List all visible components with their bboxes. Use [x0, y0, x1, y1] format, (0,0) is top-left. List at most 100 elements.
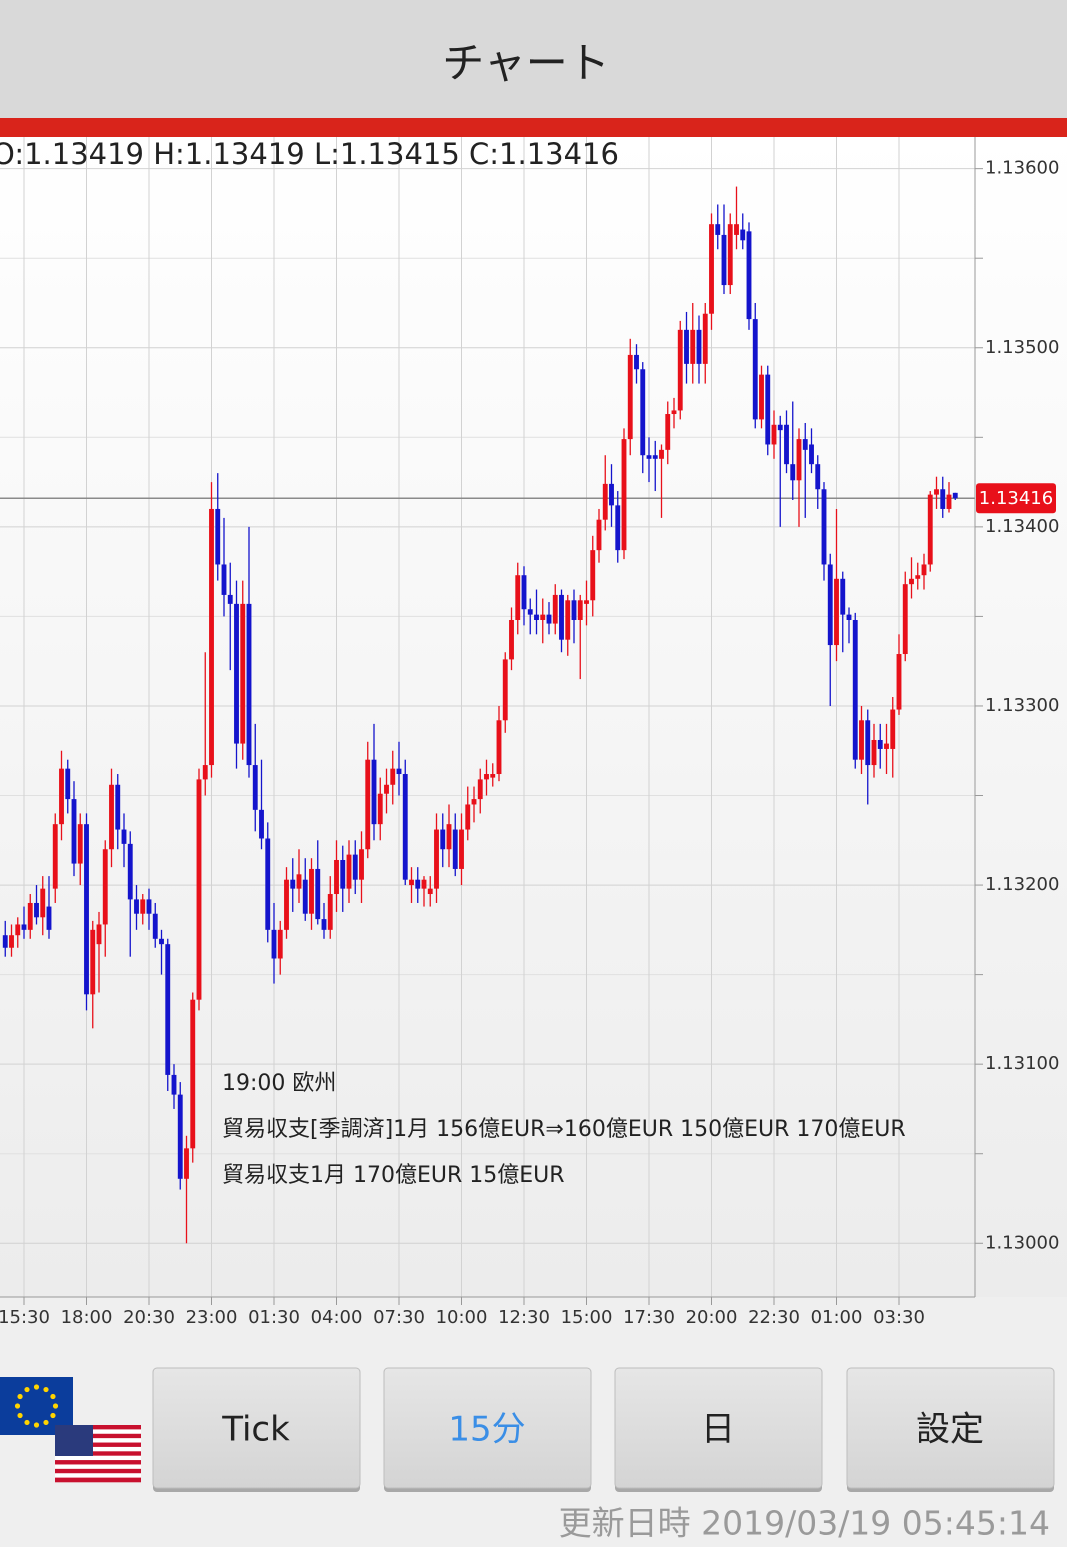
candle-body	[477, 779, 483, 800]
candle-body	[327, 894, 333, 930]
candle-body	[746, 231, 752, 320]
star	[50, 1393, 56, 1400]
y-tick-label: 1.13200	[985, 874, 1059, 895]
annotation-line: 貿易収支[季調済]1月 156億EUR⇒160億EUR 150億EUR 170億…	[222, 1117, 906, 1142]
star	[43, 1386, 49, 1393]
candle-body	[427, 888, 433, 895]
candle-body	[890, 709, 896, 749]
candle-body	[40, 888, 46, 918]
candle-body	[177, 1094, 183, 1179]
candle-body	[496, 720, 502, 775]
candle-body	[484, 774, 489, 780]
candle-body	[284, 879, 289, 930]
candle-body	[840, 578, 846, 615]
y-tick-label: 1.13100	[985, 1053, 1059, 1074]
stripe	[55, 1451, 141, 1456]
candle-body	[415, 879, 421, 889]
candle-body	[452, 829, 458, 869]
candle-body	[927, 494, 933, 565]
candle-body	[871, 739, 877, 766]
candle-body	[671, 410, 677, 415]
candle-body	[627, 354, 633, 440]
candle-body	[384, 784, 389, 794]
candle-body	[877, 739, 883, 749]
candle-body	[252, 765, 258, 810]
header-bar	[0, 0, 1067, 118]
candle-body	[27, 902, 33, 930]
last-price-label: 1.13416	[979, 488, 1053, 509]
candle-body	[240, 603, 246, 744]
candle-body	[602, 483, 608, 520]
candle-body	[140, 899, 146, 914]
candle-body	[184, 1148, 189, 1179]
candle-body	[434, 829, 439, 889]
last-price-box	[976, 483, 1056, 514]
star	[50, 1412, 56, 1419]
x-tick-label: 04:00	[311, 1307, 363, 1328]
timeframe-button[interactable]: 設定	[846, 1367, 1055, 1492]
candle-body	[646, 455, 652, 459]
candle-body	[509, 619, 514, 660]
us-flag	[55, 1425, 141, 1483]
star	[52, 1403, 59, 1409]
stripe	[55, 1464, 141, 1470]
candle-body	[946, 494, 952, 509]
candle-body	[752, 319, 758, 420]
candle-body	[609, 483, 614, 506]
candle-body	[146, 899, 152, 914]
accent-bar	[0, 118, 1067, 137]
x-tick-label: 03:30	[873, 1307, 925, 1328]
candle-body	[202, 765, 208, 780]
candle-body	[802, 439, 808, 450]
candle-body	[102, 849, 108, 925]
stripe	[55, 1429, 141, 1435]
candle-body	[359, 849, 364, 880]
candle-body	[665, 414, 671, 450]
x-tick-label: 10:00	[436, 1307, 488, 1328]
candle-body	[421, 879, 427, 889]
candle-body	[390, 768, 396, 785]
candle-body	[915, 575, 921, 579]
candle-body	[502, 659, 508, 721]
candle-body	[52, 824, 58, 889]
candle-body	[852, 619, 858, 760]
candle-body	[352, 854, 358, 880]
candle-body	[896, 654, 902, 710]
candle-body	[702, 313, 708, 364]
candle-body	[296, 874, 302, 889]
candle-body	[409, 879, 414, 886]
stripe	[55, 1473, 141, 1478]
candle-body	[221, 564, 227, 595]
candle-body	[740, 229, 746, 241]
canton	[55, 1425, 93, 1456]
candle-body	[771, 424, 777, 445]
candle-body	[340, 859, 346, 889]
stripe	[55, 1438, 141, 1443]
currency-pair-flags[interactable]	[0, 1377, 141, 1483]
candle-body	[134, 899, 139, 914]
candle-body	[615, 505, 621, 551]
timeframe-button[interactable]: Tick	[152, 1367, 361, 1492]
candle-body	[196, 779, 202, 1000]
star	[14, 1403, 21, 1409]
stripe	[55, 1442, 141, 1448]
candle-body	[9, 935, 14, 948]
candle-body	[115, 784, 121, 830]
candle-body	[46, 906, 52, 930]
candle-body	[546, 614, 552, 624]
candle-body	[834, 578, 839, 646]
x-tick-label: 20:30	[123, 1307, 175, 1328]
timeframe-button[interactable]: 日	[614, 1367, 823, 1492]
candle-body	[15, 924, 21, 936]
ohlc-readout: O:1.13419 H:1.13419 L:1.13415 C:1.13416	[0, 137, 619, 171]
candle-body	[784, 424, 789, 465]
candle-body	[259, 809, 264, 839]
timeframe-button[interactable]: 15分	[383, 1367, 592, 1492]
stripe	[55, 1446, 141, 1452]
candle-body	[446, 824, 452, 850]
candle-body	[490, 774, 496, 778]
candle-body	[652, 455, 658, 459]
candle-body	[302, 879, 308, 914]
candle-body	[859, 720, 864, 760]
eu-stars	[14, 1384, 59, 1428]
